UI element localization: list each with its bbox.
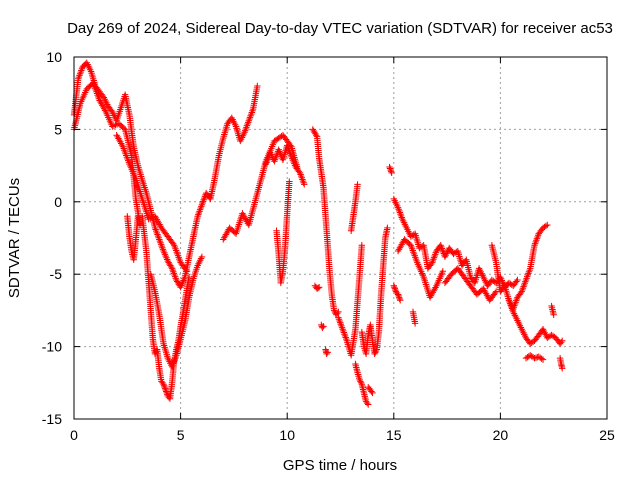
data-point-marker	[109, 123, 116, 130]
data-point-marker	[323, 350, 330, 358]
data-point-marker	[160, 381, 167, 388]
y-tick-label: 0	[54, 194, 62, 210]
data-point-marker	[514, 276, 521, 284]
y-tick-label: -5	[50, 266, 63, 282]
x-tick-label: 0	[70, 427, 78, 443]
x-tick-label: 15	[386, 427, 402, 443]
data-point-marker	[396, 295, 403, 303]
data-point-marker	[147, 215, 154, 222]
data-point-marker	[319, 324, 326, 331]
y-tick-label: -10	[42, 339, 62, 355]
plot-frame	[73, 56, 608, 420]
data-point-marker	[320, 323, 327, 330]
grid-lines	[74, 57, 607, 419]
data-point-marker	[368, 388, 375, 395]
data-point-marker	[354, 181, 361, 188]
data-point-marker	[539, 356, 547, 363]
x-axis-label: GPS time / hours	[283, 457, 397, 474]
data-point-marker	[392, 286, 399, 294]
y-tick-label: 10	[46, 49, 62, 65]
data-point-marker	[393, 289, 401, 297]
data-point-marker	[395, 292, 402, 300]
data-point-marker	[391, 285, 399, 292]
data-point-marker	[386, 165, 394, 172]
data-point-marker	[559, 365, 566, 372]
data-point-marker	[372, 347, 380, 355]
data-point-marker	[168, 263, 175, 271]
data-point-marker	[395, 294, 403, 301]
data-point-marker	[301, 181, 308, 188]
data-point-marker	[183, 268, 191, 275]
data-point-marker	[557, 339, 565, 346]
data-point-marker	[387, 166, 394, 174]
data-point-marker	[161, 383, 168, 391]
data-point-marker	[198, 253, 206, 261]
y-tick-label: 5	[54, 121, 62, 137]
axis-ticks: 0 5 10 15 20 25 -15 -10 -5 0 5 10	[42, 49, 615, 443]
data-point-marker	[312, 131, 320, 139]
data-point-marker	[544, 221, 551, 229]
data-point-marker	[439, 268, 447, 275]
data-point-marker	[161, 385, 169, 392]
data-point-marker	[335, 308, 342, 316]
y-tick-label: -15	[42, 411, 62, 427]
data-point-marker	[145, 215, 152, 223]
data-point-marker	[559, 337, 566, 345]
data-point-marker	[387, 168, 395, 175]
data-point-marker	[286, 178, 293, 185]
data-point-marker	[394, 291, 402, 298]
data-point-marker	[357, 379, 365, 386]
data-point-marker	[371, 350, 378, 358]
chart-title: Day 269 of 2024, Sidereal Day-to-day VTE…	[67, 20, 613, 37]
data-point-marker	[358, 242, 366, 249]
data-point-marker	[491, 289, 499, 297]
data-point-marker	[160, 382, 168, 389]
data-point-marker	[542, 222, 550, 230]
data-point-marker	[314, 284, 322, 292]
data-point-marker	[330, 307, 338, 314]
data-point-marker	[182, 266, 190, 274]
data-point-marker	[357, 378, 364, 385]
data-point-marker	[334, 310, 341, 317]
data-point-marker	[386, 163, 393, 171]
data-point-marker	[391, 284, 398, 291]
x-tick-label: 25	[599, 427, 615, 443]
data-point-marker	[363, 399, 371, 407]
data-point-marker	[159, 379, 166, 386]
data-point-marker	[254, 82, 261, 90]
data-point-marker	[110, 122, 118, 129]
data-point-marker	[369, 389, 376, 397]
data-point-marker	[396, 297, 404, 304]
x-tick-label: 5	[177, 427, 185, 443]
data-point-marker	[162, 386, 169, 394]
data-point-marker	[136, 221, 144, 229]
data-point-marker	[365, 401, 372, 408]
data-point-marker	[384, 224, 391, 232]
x-tick-label: 20	[493, 427, 509, 443]
data-point-marker	[372, 349, 379, 356]
data-point-marker	[390, 282, 397, 289]
data-point-marker	[324, 349, 331, 356]
data-point-marker	[356, 376, 363, 384]
data-point-marker	[388, 169, 395, 177]
data-point-marker	[411, 320, 419, 327]
data-points	[70, 59, 566, 408]
plot-border	[73, 56, 608, 420]
y-axis-label: SDTVAR / TECUs	[6, 178, 23, 298]
data-point-marker	[315, 284, 323, 291]
data-point-marker	[538, 355, 545, 362]
x-tick-label: 10	[279, 427, 295, 443]
data-point-marker	[550, 311, 557, 318]
data-point-marker	[513, 278, 520, 285]
